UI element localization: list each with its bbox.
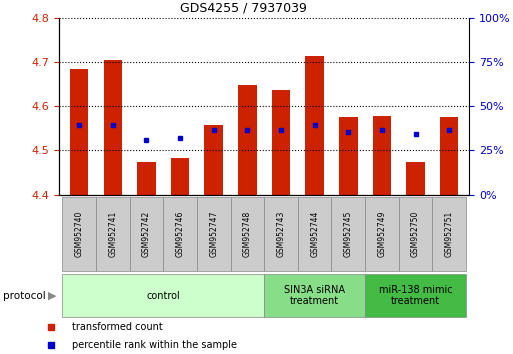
Text: GSM952744: GSM952744	[310, 210, 319, 257]
Text: GSM952747: GSM952747	[209, 210, 218, 257]
FancyBboxPatch shape	[365, 197, 399, 270]
FancyBboxPatch shape	[63, 197, 96, 270]
Text: percentile rank within the sample: percentile rank within the sample	[72, 340, 237, 350]
FancyBboxPatch shape	[432, 197, 466, 270]
Bar	[70, 69, 88, 195]
FancyBboxPatch shape	[197, 197, 230, 270]
Text: GDS4255 / 7937039: GDS4255 / 7937039	[180, 1, 307, 14]
FancyBboxPatch shape	[264, 274, 365, 317]
Bar	[372, 116, 391, 195]
FancyBboxPatch shape	[63, 274, 264, 317]
Text: GSM952751: GSM952751	[445, 211, 453, 257]
Text: GSM952742: GSM952742	[142, 211, 151, 257]
Text: GSM952745: GSM952745	[344, 210, 353, 257]
Bar	[440, 117, 459, 195]
Bar	[238, 85, 256, 195]
Bar	[171, 158, 189, 195]
Text: protocol: protocol	[3, 291, 45, 301]
FancyBboxPatch shape	[399, 197, 432, 270]
FancyBboxPatch shape	[331, 197, 365, 270]
Text: GSM952749: GSM952749	[378, 210, 386, 257]
Text: GSM952740: GSM952740	[75, 210, 84, 257]
Bar	[137, 161, 156, 195]
FancyBboxPatch shape	[264, 197, 298, 270]
Text: GSM952750: GSM952750	[411, 210, 420, 257]
FancyBboxPatch shape	[163, 197, 197, 270]
FancyBboxPatch shape	[96, 197, 130, 270]
Bar	[205, 125, 223, 195]
Text: control: control	[146, 291, 180, 301]
FancyBboxPatch shape	[365, 274, 466, 317]
Text: transformed count: transformed count	[72, 322, 163, 332]
Text: GSM952748: GSM952748	[243, 211, 252, 257]
Text: SIN3A siRNA
treatment: SIN3A siRNA treatment	[284, 285, 345, 307]
Bar	[305, 56, 324, 195]
FancyBboxPatch shape	[298, 197, 331, 270]
Bar	[104, 60, 122, 195]
FancyBboxPatch shape	[130, 197, 163, 270]
Text: GSM952746: GSM952746	[175, 210, 185, 257]
FancyBboxPatch shape	[230, 197, 264, 270]
Text: miR-138 mimic
treatment: miR-138 mimic treatment	[379, 285, 452, 307]
Bar	[406, 162, 425, 195]
Bar	[272, 90, 290, 195]
Text: GSM952743: GSM952743	[277, 210, 286, 257]
Bar	[339, 117, 358, 195]
Text: ▶: ▶	[48, 291, 56, 301]
Text: GSM952741: GSM952741	[108, 211, 117, 257]
